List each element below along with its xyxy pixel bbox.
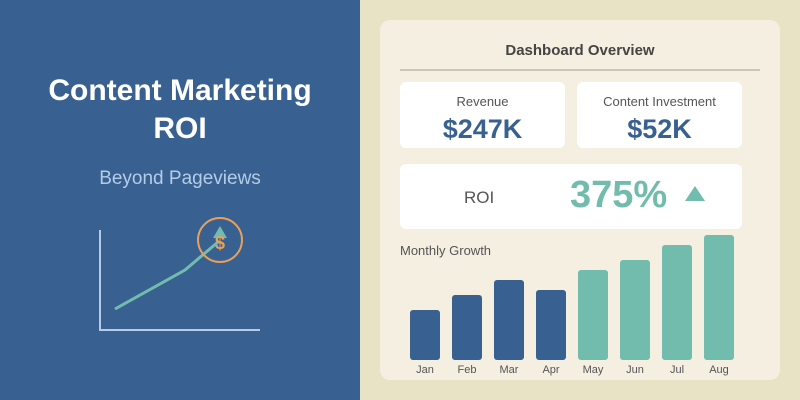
revenue-value: $247K bbox=[442, 114, 523, 144]
highlight-circle bbox=[197, 217, 243, 263]
investment-label: Content Investment bbox=[603, 94, 716, 109]
bar-mar bbox=[494, 280, 524, 360]
arrow-up-icon bbox=[213, 226, 227, 238]
investment-value: $52K bbox=[627, 114, 692, 144]
trend-line bbox=[114, 240, 219, 311]
monthly-growth-chart: Jan Feb Mar Apr May Jun Jul Aug bbox=[410, 235, 734, 376]
revenue-label: Revenue bbox=[456, 94, 509, 109]
tick-label-feb: Feb bbox=[458, 364, 477, 376]
roi-card: ROI 375% bbox=[400, 164, 742, 229]
roi-label: ROI bbox=[464, 188, 495, 207]
hero-subtitle: Beyond Pageviews bbox=[99, 168, 261, 189]
hero-title: Content Marketing ROI bbox=[48, 74, 312, 145]
bar-may bbox=[578, 270, 608, 360]
hero-panel: Content Marketing ROI Beyond Pageviews $ bbox=[0, 0, 360, 400]
tick-label-jun: Jun bbox=[626, 364, 644, 376]
tick-label-jul: Jul bbox=[670, 364, 684, 376]
tick-label-mar: Mar bbox=[500, 364, 519, 376]
axis-lines bbox=[99, 230, 260, 331]
bar-jan bbox=[410, 310, 440, 360]
bar-jun bbox=[620, 260, 650, 360]
tick-label-jan: Jan bbox=[416, 364, 434, 376]
trend-up-icon bbox=[685, 186, 705, 201]
roi-value: 375% bbox=[570, 174, 668, 216]
dashboard-panel: Dashboard Overview Revenue $247K Content… bbox=[380, 20, 780, 380]
tick-label-may: May bbox=[583, 364, 604, 376]
bar-feb bbox=[452, 295, 482, 360]
tick-label-aug: Aug bbox=[709, 364, 729, 376]
bar-aug bbox=[704, 235, 734, 360]
growth-illustration: $ bbox=[99, 217, 260, 331]
tick-label-apr: Apr bbox=[542, 364, 559, 376]
revenue-card: Revenue $247K bbox=[400, 82, 565, 148]
dollar-sign-icon: $ bbox=[215, 233, 225, 253]
investment-card: Content Investment $52K bbox=[577, 82, 742, 148]
bar-apr bbox=[536, 290, 566, 360]
divider bbox=[400, 69, 760, 71]
dashboard-title: Dashboard Overview bbox=[505, 42, 655, 59]
bar-jul bbox=[662, 245, 692, 360]
chart-title: Monthly Growth bbox=[400, 243, 492, 258]
